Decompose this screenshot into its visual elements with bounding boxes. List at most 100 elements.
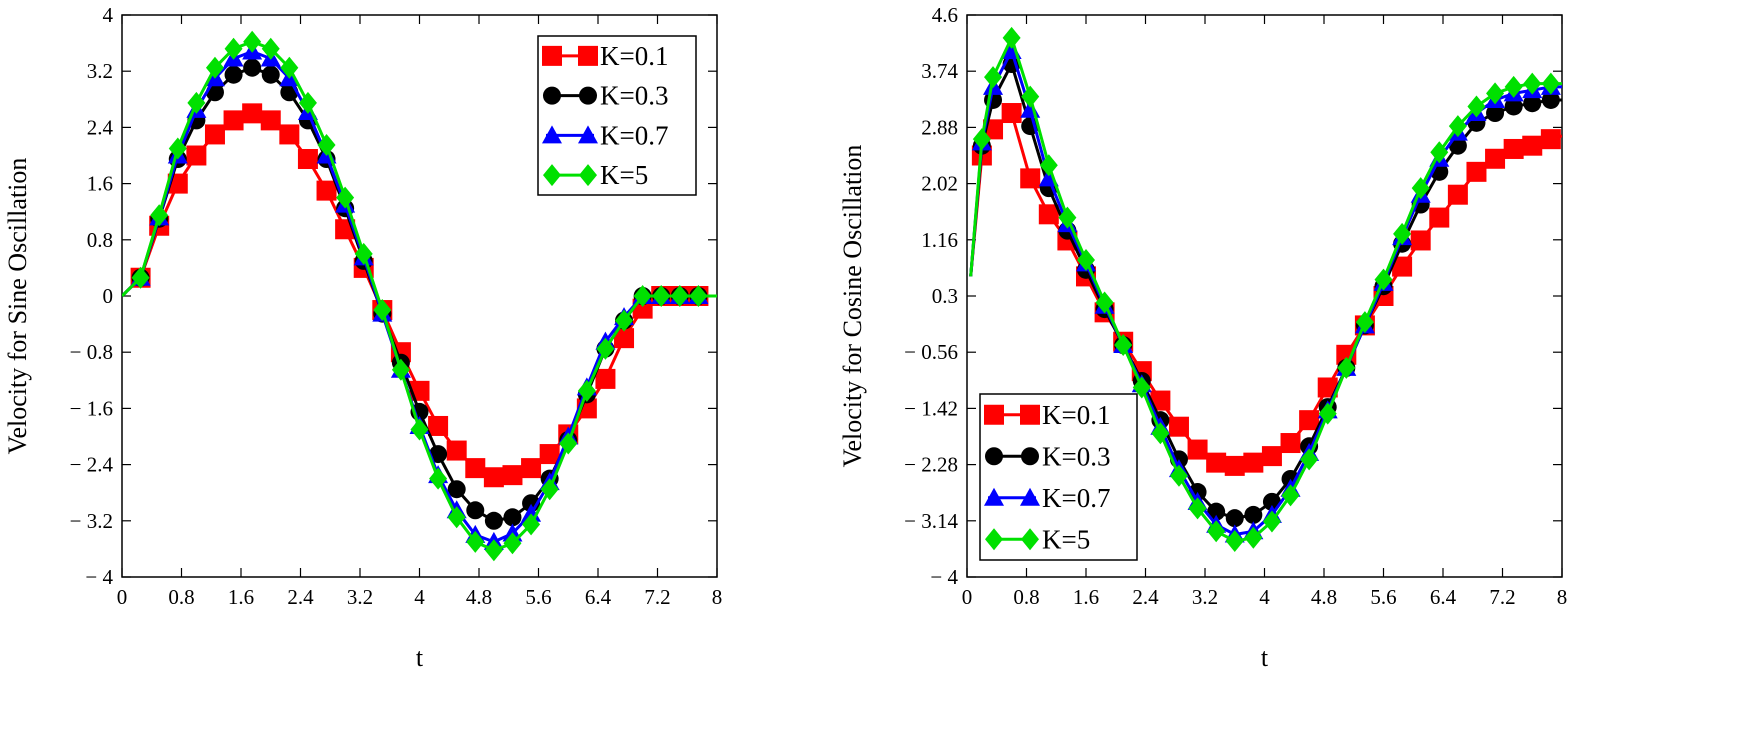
cosine-oscillation-chart: 4.6 3.74 2.88 2.02 1.16 0.3 − 0.56 − 1.42 − 2.28…	[838, 3, 1567, 672]
marker-k-5-17	[1262, 510, 1281, 533]
marker-k-0-1-30	[1503, 138, 1524, 159]
legend-label-k-0-3: K=0.3	[1042, 441, 1110, 471]
x-tick-label: 1.6	[228, 585, 254, 609]
y-tick-label: 4	[103, 3, 114, 27]
marker-k-5-16	[410, 418, 429, 441]
marker-k-5-29	[1486, 82, 1505, 105]
marker-k-0-1-18	[446, 440, 467, 461]
marker-k-0-3-16	[1244, 505, 1263, 524]
x-tick-label: 3.2	[347, 585, 373, 609]
y-tick-label: 3.2	[87, 59, 113, 83]
marker-k-5-32	[1541, 72, 1560, 95]
marker-k-5-23	[540, 478, 559, 501]
marker-k-0-1-15	[1224, 455, 1245, 476]
marker-k-5-23	[1374, 268, 1393, 291]
marker-k-0-1-3	[1001, 103, 1022, 124]
marker-k-5-21	[503, 532, 522, 555]
x-tick-label: 2.4	[287, 585, 314, 609]
marker-k-5-21	[1337, 356, 1356, 379]
marker-k-5-16	[1244, 526, 1263, 549]
marker-k-5-4	[187, 91, 206, 114]
marker-k-0-1-16	[1243, 452, 1264, 473]
marker-k-0-1-6	[223, 110, 244, 131]
marker-k-0-1-18	[1280, 433, 1301, 454]
marker-k-0-1-11	[316, 180, 337, 201]
marker-k-5-9	[1114, 334, 1133, 357]
marker-k-0-1-5	[204, 124, 225, 145]
marker-k-0-1-8	[260, 110, 281, 131]
y-tick-label: − 1.42	[904, 396, 958, 420]
legend-label-k-0-3: K=0.3	[600, 81, 668, 111]
marker-k-0-3-14	[1207, 502, 1226, 521]
sine-oscillation-chart: 43.22.41.60.80− 0.8− 1.6− 2.4− 3.2− 40 0.…	[3, 3, 722, 672]
marker-k-0-1-17	[428, 415, 449, 436]
marker-k-5-1	[972, 128, 991, 151]
x-axis-label: t	[1261, 643, 1269, 672]
marker-k-5-3	[168, 137, 187, 160]
y-tick-label: − 2.28	[904, 453, 958, 477]
marker-k-0-3-legend-a	[543, 86, 561, 105]
marker-k-5-3	[1002, 26, 1021, 49]
y-tick-label: − 4	[85, 565, 113, 589]
marker-k-5-8	[1095, 291, 1114, 314]
x-tick-label: 5.6	[1370, 585, 1396, 609]
x-tick-label: 4.8	[466, 585, 492, 609]
marker-k-5-31	[689, 285, 708, 307]
marker-k-0-3-legend-a	[985, 447, 1003, 466]
marker-k-0-7-legend-a	[542, 125, 562, 144]
x-tick-label: 3.2	[1192, 585, 1218, 609]
x-tick-label: 6.4	[1430, 585, 1457, 609]
y-tick-label: − 4	[930, 565, 958, 589]
y-tick-label: 2.4	[87, 115, 114, 139]
marker-k-5-15	[1225, 530, 1244, 553]
marker-k-5-13	[354, 242, 373, 265]
marker-k-0-1-26	[1429, 207, 1450, 228]
marker-k-5-5	[205, 56, 224, 79]
y-tick-label: 4.6	[932, 3, 958, 27]
marker-k-0-1-legend-a	[984, 404, 1004, 425]
y-tick-label: − 1.6	[70, 396, 113, 420]
marker-k-5-17	[429, 467, 448, 490]
legend-box	[537, 35, 697, 196]
marker-k-5-4	[1021, 85, 1040, 108]
marker-k-5-31	[1523, 72, 1542, 95]
marker-k-5-22	[1355, 311, 1374, 334]
marker-k-5-25	[1411, 177, 1430, 200]
marker-k-0-1-20	[1317, 377, 1338, 398]
marker-k-5-2	[984, 66, 1003, 89]
y-tick-label: 1.6	[87, 172, 113, 196]
x-tick-label: 0.8	[1013, 585, 1039, 609]
marker-k-0-3-6	[224, 65, 243, 84]
marker-k-0-3-29	[1486, 104, 1505, 123]
marker-k-5-legend-a	[985, 528, 1003, 551]
marker-k-5-18	[447, 506, 466, 529]
x-tick-label: 7.2	[644, 585, 670, 609]
y-tick-label: − 3.14	[904, 509, 958, 533]
x-tick-label: 0	[962, 585, 973, 609]
marker-k-0-1-21	[502, 465, 523, 486]
marker-k-5-legend-b	[579, 164, 597, 187]
marker-k-0-1-legend-a	[542, 45, 562, 66]
series-line-k-5	[969, 33, 1562, 543]
marker-k-5-legend-a	[543, 164, 561, 187]
y-tick-label: 0.3	[932, 284, 958, 308]
marker-k-5-27	[1448, 115, 1467, 138]
marker-k-0-1-29	[1485, 148, 1506, 169]
x-tick-label: 0	[117, 585, 128, 609]
marker-k-0-1-legend-b	[578, 45, 598, 66]
y-tick-label: − 3.2	[70, 509, 113, 533]
marker-k-0-1-17	[1261, 446, 1282, 467]
marker-k-5-15	[391, 358, 410, 381]
marker-k-5-28	[633, 285, 652, 307]
x-tick-label: 4	[414, 585, 425, 609]
marker-k-0-1-32	[1540, 129, 1561, 150]
marker-k-0-3-19	[466, 501, 485, 520]
marker-k-5-7	[1077, 249, 1095, 272]
marker-k-0-1-4	[1020, 168, 1041, 189]
legend-label-k-0-1: K=0.1	[600, 41, 668, 71]
series-line-k-0-3	[969, 60, 1562, 520]
marker-k-0-1-14	[1206, 452, 1227, 473]
marker-k-5-20	[1318, 402, 1337, 425]
marker-k-0-1-27	[614, 328, 635, 349]
x-tick-label: 4	[1259, 585, 1270, 609]
